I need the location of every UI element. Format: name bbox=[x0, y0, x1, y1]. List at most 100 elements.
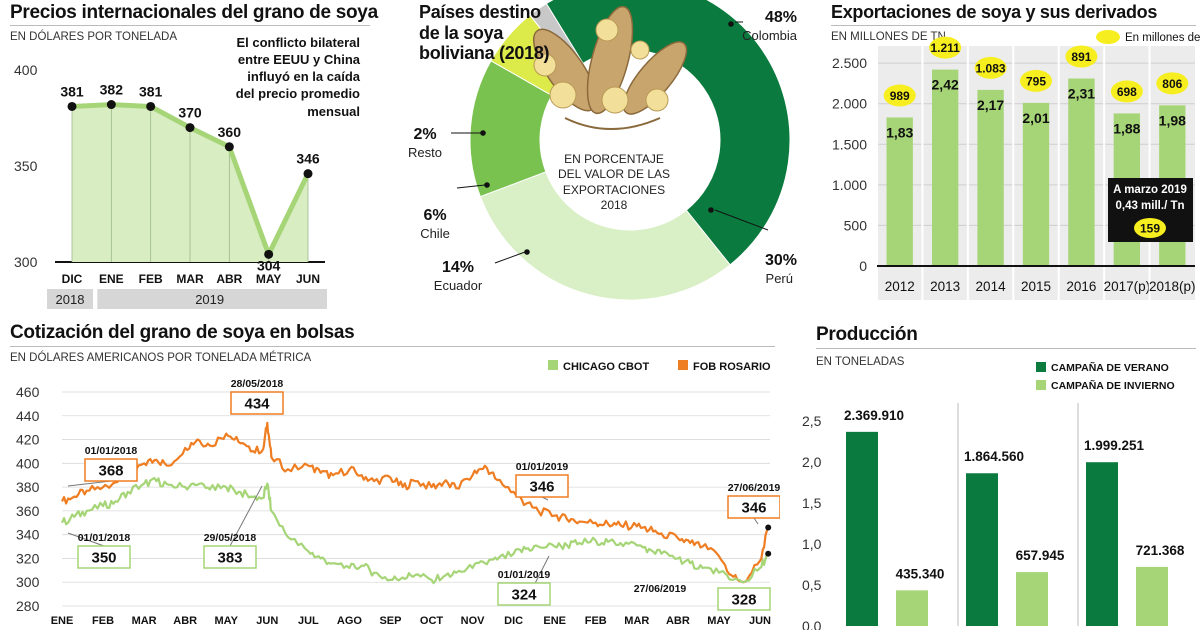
cotizacion-subtitle: EN DÓLARES AMERICANOS POR TONELADA MÉTRI… bbox=[10, 352, 312, 364]
destinos-leader-dot bbox=[728, 21, 734, 27]
destinos-slice-name: Perú bbox=[766, 271, 793, 286]
produccion-value-label: 1.999.251 bbox=[1084, 438, 1145, 453]
destinos-chart: 48% Colombia 30% Perú 14% Ecuador 6% Chile 2% Res… bbox=[408, 0, 798, 301]
precios-point bbox=[185, 123, 195, 133]
produccion-legend-swatch bbox=[1036, 380, 1046, 390]
cotizacion-end-point bbox=[765, 524, 772, 531]
destinos-leader-dot bbox=[480, 130, 486, 136]
cotizacion-callout-value: 324 bbox=[511, 587, 537, 604]
exportaciones-usd-label: 806 bbox=[1162, 77, 1182, 91]
cotizacion-legend-swatch bbox=[678, 360, 688, 370]
exportaciones-usd-bubble bbox=[1065, 45, 1098, 68]
produccion-value-label: 721.368 bbox=[1136, 543, 1185, 558]
cotizacion-callout-box bbox=[230, 391, 284, 415]
precios-point bbox=[106, 100, 116, 110]
exportaciones-usd-label: 1.211 bbox=[930, 41, 960, 55]
exportaciones-value-label: 2,42 bbox=[932, 77, 959, 93]
cotizacion-ytick-label: 380 bbox=[16, 479, 40, 495]
cotizacion-callout-box bbox=[84, 458, 138, 482]
cotizacion-title-rule bbox=[10, 346, 775, 347]
destinos-leader-dot bbox=[708, 207, 714, 213]
cotizacion-ytick-label: 360 bbox=[16, 503, 40, 519]
cotizacion-series-line bbox=[60, 476, 769, 585]
precios-year-label: 2019 bbox=[195, 292, 224, 307]
exportaciones-bar bbox=[977, 89, 1004, 267]
cotizacion-legend-label: FOB ROSARIO bbox=[693, 361, 771, 373]
cotizacion-callout-box bbox=[203, 545, 257, 569]
precios-value-label: 346 bbox=[296, 151, 320, 167]
exportaciones-category-label: 2017(p) bbox=[1104, 279, 1151, 294]
precios-year-label: 2018 bbox=[56, 292, 85, 307]
exportaciones-value-label: 1,83 bbox=[886, 124, 913, 140]
destinos-slice-pct: 6% bbox=[423, 207, 446, 224]
cotizacion-callout-date: 28/05/2018 bbox=[231, 378, 284, 390]
produccion-value-label: 2.369.910 bbox=[844, 408, 904, 423]
cotizacion-month-label: JUN bbox=[749, 615, 771, 627]
produccion-ytick-label: 1,5 bbox=[802, 495, 822, 511]
exportaciones-usd-label: 795 bbox=[1026, 74, 1046, 88]
cotizacion-callout-box bbox=[515, 474, 569, 498]
exportaciones-value-label: 1,98 bbox=[1159, 112, 1186, 128]
exportaciones-ytick-label: 2.500 bbox=[832, 55, 867, 71]
cotizacion-month-label: MAY bbox=[215, 615, 239, 627]
precios-value-label: 370 bbox=[178, 105, 202, 121]
exportaciones-title-rule bbox=[831, 25, 1196, 26]
produccion-legend-label: CAMPAÑA DE INVIERNO bbox=[1051, 379, 1175, 392]
exportaciones-bar bbox=[886, 117, 913, 266]
precios-point bbox=[224, 142, 234, 152]
cotizacion-callout-box bbox=[717, 587, 771, 611]
produccion-subtitle: EN TONELADAS bbox=[816, 356, 905, 368]
cotizacion-month-label: NOV bbox=[461, 615, 486, 627]
cotizacion-month-label: JUL bbox=[298, 615, 319, 627]
produccion-ytick-label: 0,0 bbox=[802, 618, 822, 630]
exportaciones-usd-label: 989 bbox=[890, 89, 910, 103]
soybean-stem-icon bbox=[564, 117, 661, 130]
precios-category-label: MAR bbox=[176, 272, 204, 286]
cotizacion-chart: 280 300 320 340 360 380 400 420 440 460 ENE FEB MAR A… bbox=[16, 360, 780, 627]
precios-point bbox=[303, 169, 313, 179]
soybean-pod-icon bbox=[586, 5, 634, 115]
cotizacion-callout-date: 01/01/2018 bbox=[85, 445, 138, 457]
exportaciones-ytick-label: 500 bbox=[844, 217, 868, 233]
exportaciones-ytick-label: 1.500 bbox=[832, 136, 867, 152]
cotizacion-ytick-label: 280 bbox=[16, 598, 40, 614]
produccion-bar bbox=[966, 473, 998, 626]
exportaciones-usd-bubble bbox=[1156, 72, 1189, 95]
cotizacion-callout-box bbox=[727, 495, 780, 519]
cotizacion-series-line bbox=[61, 421, 770, 584]
destinos-slice-pct: 30% bbox=[765, 252, 797, 269]
exportaciones-category-label: 2018(p) bbox=[1149, 279, 1196, 294]
produccion-bar bbox=[1016, 572, 1048, 626]
cotizacion-callout-date: 27/06/2019 bbox=[634, 583, 687, 595]
precios-title: Precios internacionales del grano de soy… bbox=[10, 2, 378, 23]
cotizacion-month-label: DIC bbox=[504, 615, 523, 627]
precios-year-band-2019 bbox=[97, 289, 327, 309]
exportaciones-usd-bubble bbox=[1020, 69, 1052, 92]
cotizacion-callout-value: 368 bbox=[98, 463, 123, 480]
cotizacion-month-label: AGO bbox=[337, 615, 363, 627]
cotizacion-month-label: OCT bbox=[420, 615, 444, 627]
exportaciones-value-label: 2,01 bbox=[1022, 110, 1049, 126]
cotizacion-month-label: ABR bbox=[666, 615, 690, 627]
soybean-bean-icon bbox=[595, 18, 619, 42]
cotizacion-ytick-label: 340 bbox=[16, 527, 40, 543]
cotizacion-callout-value: 350 bbox=[91, 550, 116, 567]
destinos-leader-line bbox=[456, 184, 486, 189]
cotizacion-callout-value: 434 bbox=[244, 396, 270, 413]
exportaciones-category-label: 2015 bbox=[1021, 279, 1051, 294]
exportaciones-callout-bubble bbox=[1134, 218, 1166, 238]
exportaciones-chart: 0 500 1.000 1.500 2.000 2.500 En millones de $… bbox=[832, 30, 1200, 300]
precios-point bbox=[264, 249, 274, 259]
precios-category-label: FEB bbox=[139, 272, 163, 286]
precios-subtitle: EN DÓLARES POR TONELADA bbox=[10, 31, 178, 43]
cotizacion-callout-date: 27/06/2019 bbox=[728, 482, 780, 494]
cotizacion-legend-label: CHICAGO CBOT bbox=[563, 361, 649, 373]
destinos-slice-pct: 2% bbox=[413, 126, 436, 143]
cotizacion-ytick-label: 460 bbox=[16, 384, 40, 400]
produccion-bar bbox=[1136, 566, 1168, 626]
precios-category-label: ENE bbox=[99, 272, 124, 286]
exportaciones-bar bbox=[1022, 102, 1050, 266]
cotizacion-callout-leader bbox=[67, 480, 112, 487]
exportaciones-ytick-label: 2.000 bbox=[832, 96, 867, 112]
produccion-value-label: 1.864.560 bbox=[964, 449, 1024, 464]
